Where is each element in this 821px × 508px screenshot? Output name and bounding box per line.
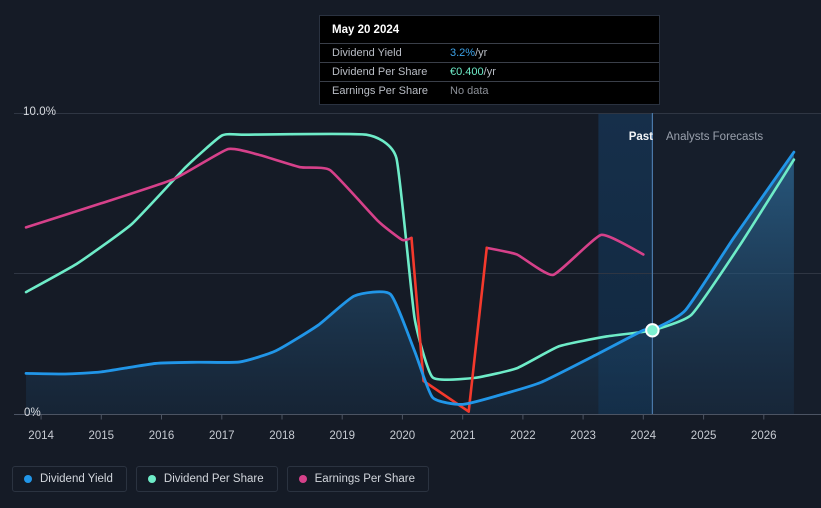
tooltip-row-dividend-yield: Dividend Yield 3.2%/yr bbox=[320, 43, 659, 62]
tooltip-value-number-earnings-per-share: No data bbox=[450, 85, 489, 97]
earnings-per-share-line bbox=[24, 147, 645, 277]
tooltip-label-dividend-per-share: Dividend Per Share bbox=[332, 66, 428, 78]
x-axis-label-2023: 2023 bbox=[570, 430, 596, 442]
y-axis-label-min: 0% bbox=[24, 407, 41, 419]
chart-tooltip: May 20 2024 Dividend Yield 3.2%/yr Divid… bbox=[319, 15, 660, 105]
legend-color-dot-icon bbox=[298, 475, 307, 483]
current-value-marker[interactable] bbox=[645, 323, 660, 338]
tooltip-unit-dividend-per-share: /yr bbox=[483, 66, 496, 78]
past-label: Past bbox=[628, 131, 653, 143]
tooltip-label-earnings-per-share: Earnings Per Share bbox=[332, 85, 428, 97]
x-axis-label-2016: 2016 bbox=[148, 430, 175, 442]
legend-color-dot-icon bbox=[147, 475, 156, 483]
legend-label: Dividend Yield bbox=[40, 473, 113, 485]
legend-item-dividend-per-share[interactable]: Dividend Per Share bbox=[135, 466, 278, 492]
x-axis-label-2014: 2014 bbox=[28, 430, 54, 442]
tooltip-value-dividend-per-share: €0.400/yr bbox=[450, 66, 496, 78]
tooltip-value-number-dividend-yield: 3.2% bbox=[450, 47, 476, 59]
x-axis-label-2026: 2026 bbox=[751, 430, 777, 442]
tooltip-row-dividend-per-share: Dividend Per Share €0.400/yr bbox=[320, 62, 659, 81]
tooltip-value-dividend-yield: 3.2%/yr bbox=[450, 47, 487, 59]
x-axis-label-2021: 2021 bbox=[449, 430, 476, 442]
chart-svg bbox=[14, 113, 821, 420]
x-axis-labels: 2014 2015 2016 2017 2018 2019 2020 2021 2022 2023… bbox=[0, 430, 821, 448]
x-axis-label-2017: 2017 bbox=[209, 430, 235, 442]
tooltip-date: May 20 2024 bbox=[332, 24, 400, 36]
chart-legend: Dividend Yield Dividend Per Share Earnings… bbox=[12, 466, 429, 492]
legend-label: Dividend Per Share bbox=[163, 473, 264, 485]
legend-label: Earnings Per Share bbox=[314, 473, 415, 485]
x-axis-label-2020: 2020 bbox=[389, 430, 416, 442]
x-axis-label-2025: 2025 bbox=[690, 430, 717, 442]
earnings-per-share-loss-line bbox=[410, 236, 489, 413]
chart-plot-area: 10.0% 0% 2014 2015 2016 2017 2018 2019 2020 202… bbox=[0, 15, 821, 448]
legend-color-dot-icon bbox=[24, 475, 32, 483]
tooltip-label-dividend-yield: Dividend Yield bbox=[332, 47, 402, 59]
dividend-per-share-line bbox=[24, 132, 796, 381]
dividend-yield-area bbox=[26, 152, 794, 414]
tooltip-unit-dividend-yield: /yr bbox=[475, 47, 488, 59]
legend-item-dividend-yield[interactable]: Dividend Yield bbox=[12, 466, 127, 492]
tooltip-value-number-dividend-per-share: €0.400 bbox=[450, 66, 484, 78]
gridlines bbox=[14, 113, 821, 274]
x-axis-ticks bbox=[40, 414, 765, 420]
x-axis-label-2022: 2022 bbox=[510, 430, 536, 442]
x-axis-label-2019: 2019 bbox=[329, 430, 355, 442]
tooltip-row-earnings-per-share: Earnings Per Share No data bbox=[320, 81, 659, 100]
y-axis-label-max: 10.0% bbox=[23, 106, 57, 118]
x-axis-label-2024: 2024 bbox=[630, 430, 657, 442]
tooltip-value-earnings-per-share: No data bbox=[450, 85, 489, 97]
legend-item-earnings-per-share[interactable]: Earnings Per Share bbox=[286, 466, 429, 492]
analysts-forecasts-label: Analysts Forecasts bbox=[666, 131, 764, 143]
x-axis-label-2015: 2015 bbox=[88, 430, 115, 442]
x-axis-label-2018: 2018 bbox=[269, 430, 295, 442]
